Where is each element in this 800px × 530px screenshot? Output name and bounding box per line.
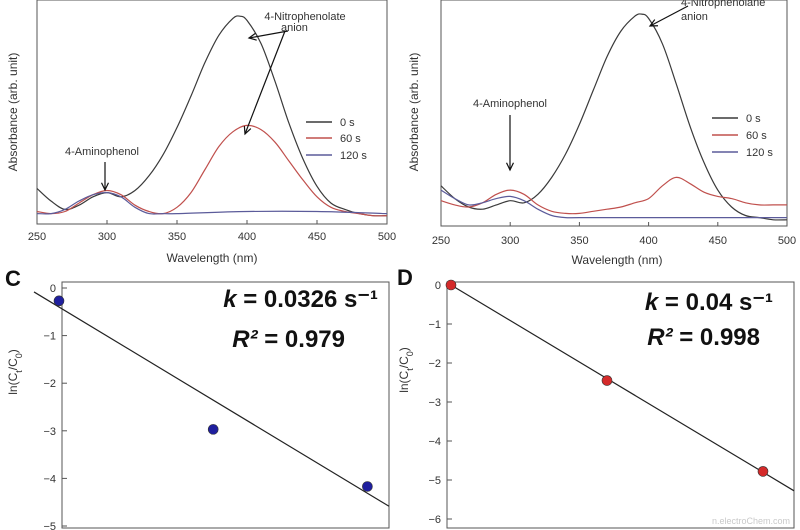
panel-d-y-tick-label: −3 bbox=[428, 397, 441, 409]
panel-c-y-tick-label: −3 bbox=[43, 426, 56, 438]
panel-a-legend-label: 120 s bbox=[340, 150, 367, 162]
panel-a-plot-frame bbox=[36, 0, 388, 225]
panel-a-x-axis-title: Wavelength (nm) bbox=[167, 251, 258, 265]
panel-d-y-tick-label: 0 bbox=[435, 280, 441, 292]
panel-a-annotation-arrow-head bbox=[247, 32, 257, 41]
panel-a-spectra: Absorbance (arb. unit) Wavelength (nm) 4… bbox=[6, 0, 396, 265]
panel-c-y-tick-label: −5 bbox=[43, 521, 56, 530]
panel-c-letter: C bbox=[5, 266, 21, 291]
panel-d-data-point bbox=[757, 466, 769, 477]
panel-c-k-symbol: k bbox=[223, 286, 238, 313]
panel-a-annotation-arrow-head bbox=[243, 125, 252, 136]
panel-b-x-tick-label: 350 bbox=[570, 235, 588, 247]
panel-c-ylabel-part: /C bbox=[6, 358, 20, 370]
panel-b-x-axis-title: Wavelength (nm) bbox=[572, 253, 663, 267]
panel-a-y-axis-title: Absorbance (arb. unit) bbox=[6, 53, 20, 172]
panel-d-letter: D bbox=[397, 265, 413, 290]
panel-c-kinetics: C k = 0.0326 s⁻¹ R² = 0.979 ln(Ct/C0) 0−… bbox=[5, 266, 390, 530]
panel-d-y-axis-title: ln(Ct/C0) bbox=[397, 347, 415, 393]
panel-a-annotation-aminophenol: 4-Aminophenol bbox=[65, 146, 139, 158]
panel-c-rate-constant: k = 0.0326 s⁻¹ bbox=[223, 286, 378, 313]
panel-a-x-tick-label: 500 bbox=[378, 231, 396, 243]
panel-b-legend-label: 0 s bbox=[746, 113, 761, 125]
panel-b-x-tick-label: 400 bbox=[639, 235, 657, 247]
panel-a-x-tick-label: 250 bbox=[28, 231, 46, 243]
panel-b-series-line-60s bbox=[440, 176, 787, 215]
panel-b-series-line-120s bbox=[440, 189, 787, 219]
panel-d-ylabel-sub-0: 0 bbox=[405, 351, 415, 356]
panel-d-r-squared: R² = 0.998 bbox=[647, 324, 760, 351]
panel-b-annotation-arrow bbox=[649, 5, 689, 27]
panel-d-ylabel-part: ln(C bbox=[397, 370, 411, 392]
panel-b-x-tick-label: 300 bbox=[501, 235, 519, 247]
panel-d-ylabel-part: ) bbox=[397, 347, 411, 351]
panel-c-y-tick-label: −1 bbox=[43, 331, 56, 343]
panel-b-legend-label: 120 s bbox=[746, 147, 773, 159]
panel-b-annotation-arrow-head bbox=[648, 19, 659, 27]
panel-c-data-point bbox=[207, 424, 219, 435]
panel-b-y-axis-title: Absorbance (arb. unit) bbox=[407, 53, 421, 172]
panel-b-annotation-anion: anion bbox=[681, 11, 708, 23]
panel-c-r2-value: = 0.979 bbox=[258, 326, 345, 353]
panel-d-y-tick-label: −2 bbox=[428, 358, 441, 370]
panel-c-r-squared: R² = 0.979 bbox=[232, 326, 345, 353]
panel-a-annotation-arrow bbox=[244, 30, 286, 135]
panel-d-data-point bbox=[445, 279, 457, 291]
panel-c-ylabel-part: ) bbox=[6, 349, 20, 353]
panel-a-series-line-120s bbox=[36, 191, 388, 215]
panel-a-x-tick-label: 300 bbox=[98, 231, 116, 243]
panel-d-fit-line bbox=[446, 282, 795, 492]
panel-b-plot-frame bbox=[440, 0, 788, 227]
panel-d-rate-constant: k = 0.04 s⁻¹ bbox=[645, 289, 773, 316]
panel-a-x-tick-label: 400 bbox=[238, 231, 256, 243]
panel-b-annotation-nitrophenolane: 4-Nitrophenolane bbox=[681, 0, 765, 9]
panel-b-annotation-aminophenol: 4-Aminophenol bbox=[473, 98, 547, 110]
watermark-text: n.electroChem.com bbox=[712, 516, 790, 526]
panel-d-kinetics: D k = 0.04 s⁻¹ R² = 0.998 ln(Ct/C0) 0−1−… bbox=[397, 265, 795, 529]
panel-c-y-tick-label: 0 bbox=[50, 283, 56, 295]
panel-a-annotation-arrow-head bbox=[100, 182, 110, 192]
panel-d-y-tick-label: −1 bbox=[428, 319, 441, 331]
panel-a-legend-label: 60 s bbox=[340, 133, 361, 145]
panel-c-y-tick-label: −2 bbox=[43, 378, 56, 390]
panel-c-ylabel-part: ln(C bbox=[6, 372, 20, 394]
panel-a-annotation-arrow bbox=[248, 30, 289, 39]
panel-d-plot-frame bbox=[446, 281, 795, 529]
panel-c-y-tick-label: −4 bbox=[43, 473, 56, 485]
panel-a-annotation-nitrophenolate: 4-Nitrophenolate bbox=[264, 11, 345, 23]
panel-a-legend-label: 0 s bbox=[340, 117, 355, 129]
panel-d-y-tick-label: −5 bbox=[428, 475, 441, 487]
panel-c-ylabel-sub-0: 0 bbox=[14, 353, 24, 358]
panel-b-series-line-0s bbox=[440, 13, 788, 221]
panel-c-k-value: = 0.0326 s⁻¹ bbox=[237, 286, 378, 313]
panel-c-data-point bbox=[53, 295, 65, 307]
panel-b-x-tick-label: 250 bbox=[432, 235, 450, 247]
panel-b-annotation-arrow-head bbox=[505, 162, 515, 172]
panel-b-x-tick-label: 450 bbox=[709, 235, 727, 247]
panel-d-ylabel-sub-t: t bbox=[405, 368, 415, 371]
panel-c-r2-symbol: R² bbox=[232, 326, 258, 353]
panel-d-r2-symbol: R² bbox=[647, 324, 673, 351]
panel-d-k-symbol: k bbox=[645, 289, 660, 316]
panel-c-plot-frame bbox=[61, 281, 390, 529]
panel-a-series-line-60s bbox=[36, 124, 388, 217]
panel-d-ylabel-part: /C bbox=[397, 356, 411, 368]
panel-c-fit-line bbox=[33, 291, 390, 507]
panel-d-data-point bbox=[601, 375, 613, 386]
panel-a-x-tick-label: 350 bbox=[168, 231, 186, 243]
panel-b-spectra: Absorbance (arb. unit) Wavelength (nm) 4… bbox=[407, 0, 796, 267]
panel-d-y-tick-label: −6 bbox=[428, 514, 441, 526]
panel-c-y-axis-title: ln(Ct/C0) bbox=[6, 349, 24, 395]
panel-b-legend-label: 60 s bbox=[746, 130, 767, 142]
panel-d-y-tick-label: −4 bbox=[428, 436, 441, 448]
panel-a-x-tick-label: 450 bbox=[308, 231, 326, 243]
panel-a-series-line-0s bbox=[36, 15, 388, 217]
panel-b-x-tick-label: 500 bbox=[778, 235, 796, 247]
panel-c-ylabel-sub-t: t bbox=[14, 370, 24, 373]
panel-c-data-point bbox=[362, 481, 373, 492]
panel-d-k-value: = 0.04 s⁻¹ bbox=[658, 289, 773, 316]
panel-d-r2-value: = 0.998 bbox=[673, 324, 760, 351]
